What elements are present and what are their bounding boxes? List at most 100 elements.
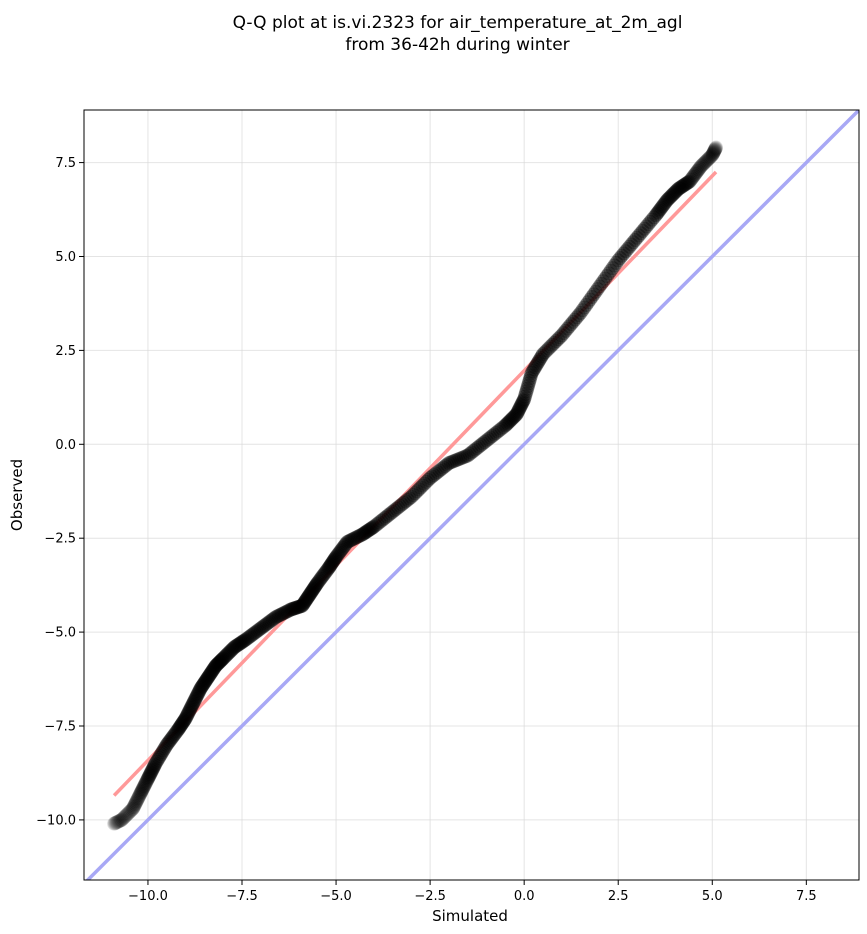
quantile-point [545,337,560,352]
quantile-point [618,244,633,259]
quantile-point [301,589,316,604]
quantile-point [648,208,663,223]
quantile-point [180,706,195,721]
quantile-point [324,556,339,571]
quantile-point [670,183,685,198]
quantile-point [190,687,205,702]
quantile-point [662,190,677,205]
quantile-point [567,312,582,327]
quantile-point [466,444,481,459]
quantile-point [622,239,637,254]
quantile-point [276,606,291,621]
x-tick-label: 0.0 [514,889,535,904]
quantile-point [151,750,166,765]
quantile-point [296,596,311,611]
quantile-point [237,633,252,648]
quantile-point [483,430,498,445]
quantile-point [291,599,306,614]
quantile-point [277,605,292,620]
quantile-point [666,186,681,201]
quantile-point [134,783,149,798]
quantile-point [441,456,456,471]
quantile-point [290,600,305,615]
quantile-point [302,587,317,602]
quantile-point [326,554,341,569]
quantile-point [308,578,323,593]
quantile-point [706,145,721,160]
quantile-point [226,641,241,656]
quantile-point [440,457,455,472]
quantile-point [123,803,138,818]
quantile-point [163,733,178,748]
quantile-point [464,445,479,460]
y-tick-label: 7.5 [55,156,76,171]
quantile-point [176,714,191,729]
grid-lines [84,110,859,880]
quantile-point [692,160,707,175]
quantile-point [196,676,211,691]
quantile-point [213,654,228,669]
quantile-point [547,335,562,350]
quantile-point [499,417,514,432]
quantile-point [185,697,200,712]
quantile-point [590,282,605,297]
quantile-point [458,449,473,464]
quantile-point [131,789,146,804]
quantile-point [164,731,179,746]
quantile-point [177,713,192,728]
quantile-point [343,533,358,548]
quantile-point [560,321,575,336]
quantile-point [537,345,552,360]
quantile-point [180,708,195,723]
quantile-point [584,290,599,305]
quantile-point [221,645,236,660]
quantile-point [230,637,245,652]
quantile-point [402,491,417,506]
quantile-point [207,661,222,676]
quantile-point [549,334,564,348]
quantile-point [192,682,207,697]
quantile-point [577,300,592,315]
quantile-point [202,667,217,682]
quantile-point [626,235,641,250]
quantile-point [198,674,213,689]
quantile-point [236,634,251,649]
quantile-point [131,791,146,806]
quantile-point [175,715,190,730]
quantile-point [409,484,424,499]
quantile-point [128,795,143,810]
quantile-point [508,408,523,423]
quantile-point [573,305,588,320]
quantile-point [200,671,215,686]
quantile-point [320,562,335,577]
quantile-point [274,607,289,622]
quantile-point [140,773,155,788]
quantile-point [624,237,639,252]
quantile-point [265,612,280,627]
quantile-point [607,258,622,273]
quantile-point [201,669,216,684]
chart-title-line-1: Q-Q plot at is.vi.2323 for air_temperatu… [232,13,683,33]
quantile-point [346,531,361,546]
quantile-point [438,459,453,474]
quantile-point [295,597,310,612]
quantile-point [194,680,209,695]
quantile-point [304,585,319,600]
quantile-point [282,603,297,618]
quantile-point [353,528,368,543]
quantile-point [708,141,723,156]
quantile-point [362,522,377,537]
quantile-point [341,534,356,549]
quantile-point [510,405,525,420]
quantile-point [468,442,483,457]
quantile-point [511,402,526,417]
quantile-point [298,593,313,608]
x-tick-label: 5.0 [702,889,723,904]
quantile-point [424,469,439,484]
quantile-point [394,497,409,512]
quantile-point [262,614,277,629]
quantile-point [526,362,541,377]
quantile-point [490,424,505,439]
quantile-point [696,157,711,172]
quantile-point [655,199,670,214]
